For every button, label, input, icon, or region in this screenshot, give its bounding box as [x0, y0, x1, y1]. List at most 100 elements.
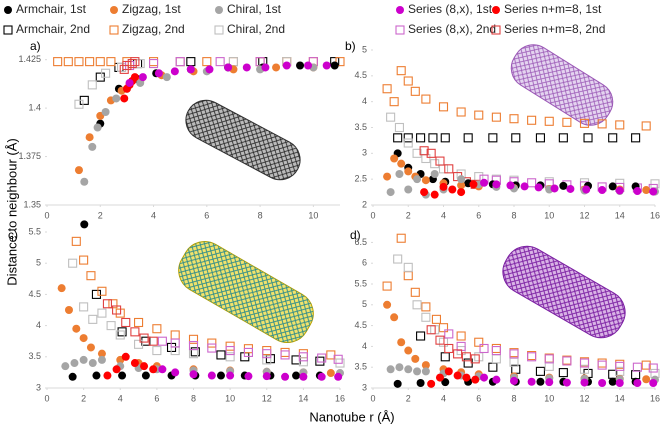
data-point [492, 180, 501, 189]
data-point [562, 356, 572, 366]
data-point [421, 94, 431, 104]
data-point [190, 347, 200, 357]
data-point [562, 378, 571, 387]
data-point [456, 331, 466, 341]
data-point [412, 300, 422, 310]
data-point [520, 182, 529, 191]
data-point [491, 346, 501, 356]
data-point [597, 360, 607, 370]
data-point [491, 112, 501, 122]
data-point [480, 373, 489, 382]
data-point [175, 57, 185, 67]
data-point [582, 185, 591, 194]
data-point [140, 362, 149, 371]
data-point [558, 133, 568, 143]
data-point [579, 358, 590, 368]
data-point [188, 334, 199, 344]
data-point [421, 367, 430, 376]
data-point [53, 57, 63, 67]
nanotube-b [510, 44, 614, 126]
x-tick-label: 6 [154, 393, 159, 403]
data-point [106, 57, 116, 67]
y-tick-label: 3.5 [354, 122, 367, 132]
data-point [632, 362, 642, 372]
data-point [134, 317, 144, 328]
x-tick-label: 2 [406, 393, 411, 403]
data-point [148, 59, 159, 69]
data-point [488, 362, 498, 372]
data-point [491, 343, 501, 354]
data-point [456, 107, 466, 117]
x-tick-label: 2 [81, 393, 86, 403]
data-point [615, 379, 624, 388]
data-point [149, 365, 158, 374]
data-point [435, 156, 445, 166]
data-point [506, 181, 515, 190]
data-point [272, 63, 281, 72]
y-axis-label: Distance to neighbour (Å) [4, 138, 19, 285]
x-tick-label: 0 [370, 393, 375, 403]
data-point [562, 117, 572, 127]
data-point [527, 115, 537, 125]
data-point [152, 324, 162, 334]
legend-label: Chiral, 1st [227, 2, 282, 16]
data-point [317, 353, 327, 363]
x-tick-label: 12 [579, 393, 589, 403]
data-point [457, 188, 466, 197]
y-tick-label: 1.375 [18, 151, 41, 161]
data-point [141, 371, 150, 380]
data-point [416, 331, 426, 341]
x-tick-label: 8 [511, 393, 516, 403]
data-point [291, 355, 301, 365]
data-point [410, 287, 420, 297]
nanotube-a [185, 99, 301, 181]
data-point [170, 338, 180, 348]
data-point [61, 362, 70, 371]
data-point [598, 186, 607, 195]
data-point [544, 354, 554, 364]
x-tick-label: 12 [579, 210, 589, 220]
x-tick-label: 10 [308, 210, 318, 220]
y-tick-label: 4.5 [28, 289, 41, 299]
data-point [642, 375, 651, 384]
data-point [74, 57, 84, 67]
data-point [170, 330, 180, 340]
data-point [558, 368, 568, 378]
data-point [597, 358, 607, 368]
data-point [419, 146, 429, 156]
data-point [106, 321, 116, 331]
y-tick-label: 4 [362, 96, 367, 106]
x-tick-label: 8 [511, 210, 516, 220]
data-point [403, 133, 413, 143]
data-point [641, 360, 651, 370]
data-point [382, 281, 392, 291]
data-point [453, 349, 463, 359]
data-point [470, 354, 480, 364]
data-point [608, 133, 618, 143]
data-point [421, 312, 431, 322]
data-point [488, 133, 498, 143]
data-point [633, 187, 642, 196]
y-tick-label: 2.5 [354, 174, 367, 184]
y-tick-label: 1.425 [18, 54, 41, 64]
data-point [298, 357, 308, 367]
data-point [296, 61, 305, 70]
data-point [471, 375, 480, 384]
data-point [448, 185, 457, 194]
y-tick-label: 4 [362, 341, 367, 351]
data-point [79, 302, 89, 312]
data-point [544, 116, 554, 126]
data-point [580, 378, 589, 387]
data-point [395, 170, 404, 178]
data-point [292, 371, 301, 380]
x-tick-label: 0 [44, 210, 49, 220]
data-point [457, 181, 466, 190]
data-point [205, 65, 214, 74]
data-point [633, 379, 642, 388]
data-point [404, 167, 413, 176]
data-point [404, 185, 413, 194]
data-point [68, 258, 78, 268]
data-point [280, 347, 290, 357]
data-point [416, 379, 425, 388]
data-point [426, 148, 436, 158]
